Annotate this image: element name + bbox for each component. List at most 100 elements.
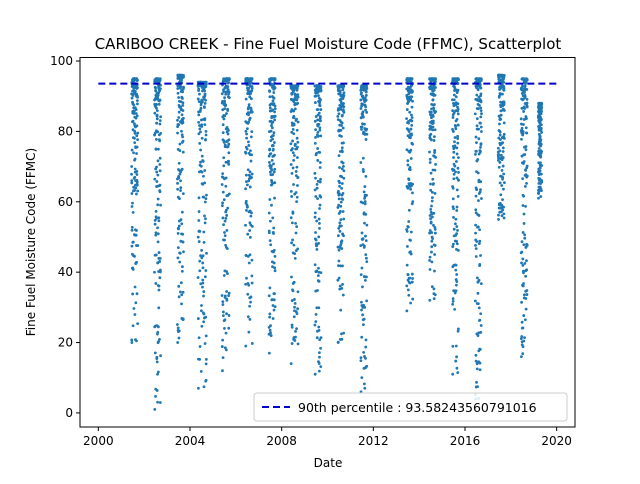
data-point <box>428 255 432 259</box>
data-point <box>316 159 320 162</box>
data-point <box>525 78 529 82</box>
data-point <box>479 330 483 334</box>
data-point <box>204 334 208 338</box>
data-point <box>525 293 529 296</box>
data-point <box>294 329 297 333</box>
data-point <box>523 318 527 322</box>
data-point <box>318 203 322 207</box>
data-point <box>474 152 477 156</box>
data-point <box>473 112 477 116</box>
data-point <box>132 151 135 155</box>
data-point <box>361 110 365 114</box>
data-point <box>153 177 157 181</box>
data-point <box>202 385 206 389</box>
data-point <box>273 118 277 122</box>
data-point <box>203 214 206 218</box>
data-point <box>342 217 346 221</box>
data-point <box>247 113 250 117</box>
data-point <box>250 172 254 176</box>
data-point <box>408 276 412 280</box>
data-point <box>520 355 523 359</box>
data-point <box>291 166 295 170</box>
data-point <box>271 216 275 220</box>
data-point <box>317 235 321 239</box>
data-point <box>293 305 296 309</box>
data-point <box>501 150 505 153</box>
data-point <box>176 341 180 344</box>
data-point <box>227 142 231 146</box>
data-point <box>159 354 162 358</box>
data-point <box>317 351 321 354</box>
data-point <box>180 167 184 171</box>
data-point <box>317 306 321 310</box>
data-point <box>433 128 437 132</box>
data-point <box>479 188 482 192</box>
data-point <box>498 181 502 185</box>
data-point <box>521 132 525 135</box>
data-point <box>502 86 506 90</box>
data-point <box>136 138 139 142</box>
data-point <box>452 101 455 105</box>
data-point <box>131 267 135 271</box>
data-point <box>197 336 201 340</box>
data-point <box>474 194 478 198</box>
data-point <box>180 269 184 273</box>
data-point <box>338 184 341 188</box>
data-point <box>316 118 320 122</box>
data-point <box>250 153 254 157</box>
data-point <box>430 231 434 234</box>
data-point <box>270 203 273 207</box>
data-point <box>272 226 276 230</box>
data-point <box>361 156 365 160</box>
data-point <box>475 362 479 366</box>
data-point <box>451 109 454 113</box>
data-point <box>499 100 502 104</box>
data-point <box>224 208 228 212</box>
y-tick-label: 100 <box>50 54 73 68</box>
data-point <box>272 308 276 312</box>
data-point <box>270 126 274 130</box>
data-point <box>500 214 504 218</box>
data-point <box>339 218 343 222</box>
data-point <box>227 159 230 163</box>
data-point <box>156 130 160 134</box>
data-point <box>314 135 317 139</box>
data-point <box>295 200 298 204</box>
data-point <box>133 141 137 145</box>
data-point <box>223 318 227 322</box>
data-point <box>456 123 460 127</box>
data-point <box>359 244 363 248</box>
data-point <box>455 160 458 163</box>
data-point <box>524 307 528 311</box>
data-point <box>244 151 248 155</box>
data-point <box>247 86 251 90</box>
data-point <box>410 272 414 276</box>
data-point <box>406 273 410 277</box>
data-point <box>180 222 184 226</box>
data-point <box>360 125 364 129</box>
data-point <box>430 245 434 249</box>
data-point <box>178 251 182 255</box>
data-point <box>432 287 436 291</box>
data-point <box>405 229 409 233</box>
data-point <box>342 94 346 98</box>
data-point <box>405 117 408 120</box>
data-point <box>524 205 527 208</box>
data-point <box>199 282 203 286</box>
data-point <box>156 203 160 207</box>
data-point <box>292 132 296 136</box>
data-point <box>269 219 272 223</box>
data-point <box>153 408 157 411</box>
data-point <box>409 98 413 101</box>
data-point <box>317 266 320 270</box>
data-point <box>270 124 273 127</box>
data-point <box>268 161 271 164</box>
data-point <box>202 320 206 324</box>
data-point <box>451 297 455 301</box>
data-point <box>269 164 273 168</box>
data-point <box>339 200 343 204</box>
data-point <box>364 338 368 342</box>
data-point <box>196 276 200 279</box>
data-point <box>406 244 409 248</box>
data-point <box>223 96 226 100</box>
